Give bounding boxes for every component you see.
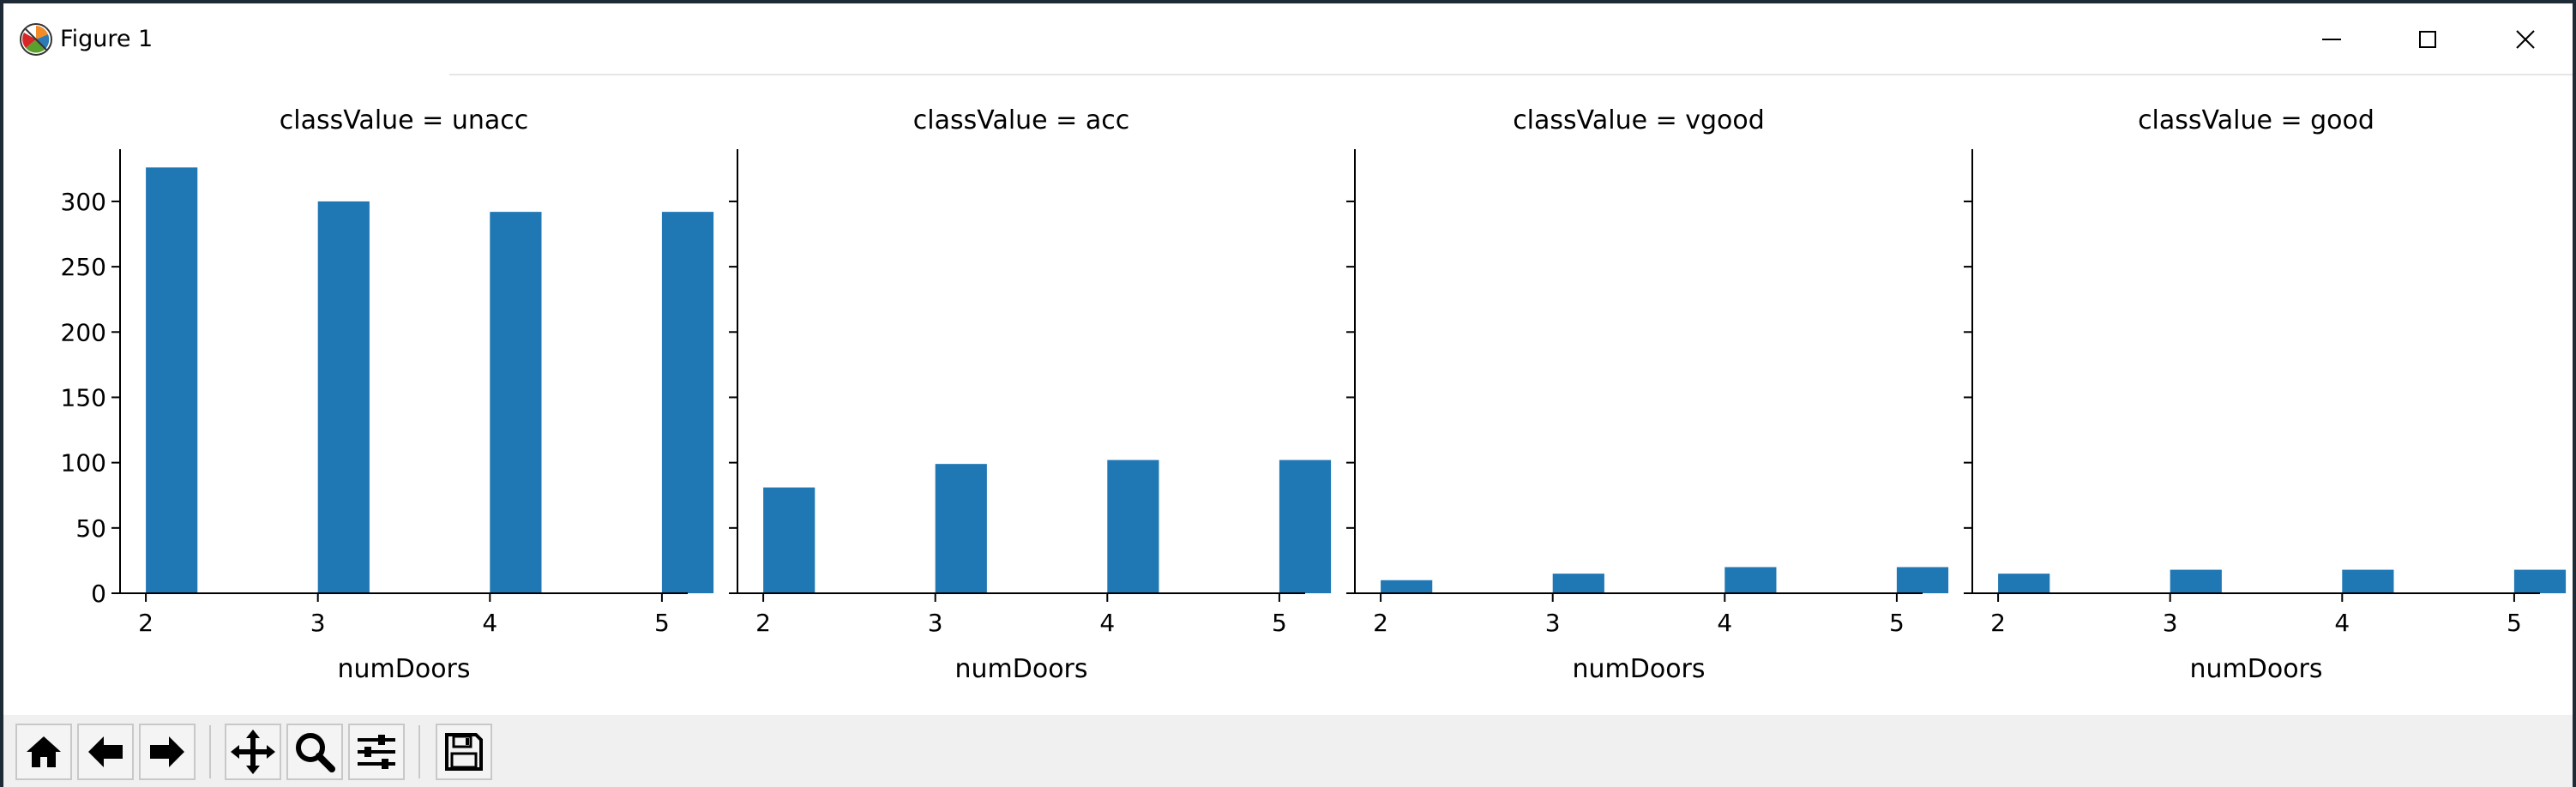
bar-2-3 — [1552, 574, 1604, 593]
bar-1-3 — [935, 464, 987, 593]
title-bar[interactable]: Figure 1 — [3, 3, 2573, 75]
bar-3-2 — [1998, 574, 2050, 593]
facet-grid-figure: 0 50 100 150 200 250 300 2 3 4 5 classValue = unacc… — [61, 105, 2567, 684]
bar-1-2 — [763, 487, 816, 593]
bar-0-3 — [317, 201, 370, 594]
zoom-button[interactable] — [286, 724, 343, 780]
x-tick-label-3: 3 — [310, 609, 326, 637]
facet-title: classValue = good — [2138, 105, 2374, 135]
x-tick-label-3: 3 — [1545, 609, 1561, 637]
bar-2-2 — [1381, 580, 1433, 593]
bar-3-5 — [2513, 569, 2567, 593]
toolbar-separator — [209, 725, 211, 778]
x-tick-label-5: 5 — [654, 609, 670, 637]
maximize-button[interactable] — [2380, 12, 2475, 67]
home-button[interactable] — [15, 724, 72, 780]
facet-title: classValue = unacc — [280, 105, 528, 135]
facet-title: classValue = acc — [913, 105, 1129, 135]
bar-0-2 — [146, 167, 198, 593]
y-tick-label-150: 150 — [61, 383, 106, 412]
close-button[interactable] — [2478, 12, 2573, 67]
maximize-icon — [2419, 31, 2436, 48]
x-tick-label-3: 3 — [928, 609, 943, 637]
bar-2-4 — [1724, 567, 1777, 593]
bar-1-5 — [1279, 460, 1332, 593]
forward-button[interactable] — [139, 724, 196, 780]
figure-window: Figure 1 0 50 100 150 200 250 300 2 3 4 5 classValu… — [3, 3, 2573, 787]
x-tick-label-4: 4 — [1099, 609, 1115, 637]
move-icon — [231, 730, 275, 774]
floppy-disk-icon — [445, 733, 483, 771]
x-tick-label-4: 4 — [1717, 609, 1732, 637]
y-tick-label-0: 0 — [91, 580, 106, 608]
x-tick-label-3: 3 — [2163, 609, 2178, 637]
pan-button[interactable] — [225, 724, 281, 780]
configure-button[interactable] — [348, 724, 405, 780]
toolbar-separator — [418, 725, 420, 778]
save-button[interactable] — [436, 724, 492, 780]
title-divider — [449, 74, 2573, 75]
bar-3-4 — [2342, 569, 2394, 593]
close-icon — [2516, 30, 2535, 49]
x-axis-label: numDoors — [337, 654, 470, 684]
sliders-icon — [358, 735, 395, 769]
window-title: Figure 1 — [60, 26, 153, 52]
minimize-icon — [2322, 39, 2341, 40]
x-tick-label-5: 5 — [1889, 609, 1905, 637]
bar-0-4 — [490, 212, 542, 594]
magnifier-icon — [296, 733, 335, 772]
bar-1-4 — [1107, 460, 1159, 593]
x-tick-label-4: 4 — [482, 609, 497, 637]
facet-title: classValue = vgood — [1513, 105, 1765, 135]
y-tick-label-250: 250 — [61, 253, 106, 281]
minimize-button[interactable] — [2284, 12, 2379, 67]
figure-canvas[interactable]: 0 50 100 150 200 250 300 2 3 4 5 classValue = unacc… — [3, 75, 2573, 715]
navigation-toolbar — [3, 715, 2573, 787]
x-tick-label-5: 5 — [1272, 609, 1287, 637]
back-button[interactable] — [77, 724, 134, 780]
x-axis-label: numDoors — [1572, 654, 1705, 684]
x-axis-label: numDoors — [954, 654, 1087, 684]
y-tick-label-200: 200 — [61, 318, 106, 346]
x-tick-label-2: 2 — [755, 609, 771, 637]
y-tick-label-300: 300 — [61, 188, 106, 216]
bar-2-5 — [1896, 567, 1949, 593]
x-tick-label-2: 2 — [1990, 609, 2006, 637]
x-tick-label-5: 5 — [2507, 609, 2522, 637]
y-tick-label-50: 50 — [75, 514, 106, 543]
bar-0-5 — [661, 212, 714, 594]
matplotlib-logo-icon — [20, 23, 52, 56]
x-tick-label-2: 2 — [138, 609, 153, 637]
x-tick-label-4: 4 — [2334, 609, 2350, 637]
bar-3-3 — [2170, 569, 2222, 593]
arrow-right-icon — [150, 736, 184, 767]
arrow-left-icon — [88, 736, 123, 767]
y-tick-label-100: 100 — [61, 449, 106, 478]
x-axis-label: numDoors — [2189, 654, 2322, 684]
home-icon — [27, 736, 61, 767]
x-tick-label-2: 2 — [1373, 609, 1388, 637]
